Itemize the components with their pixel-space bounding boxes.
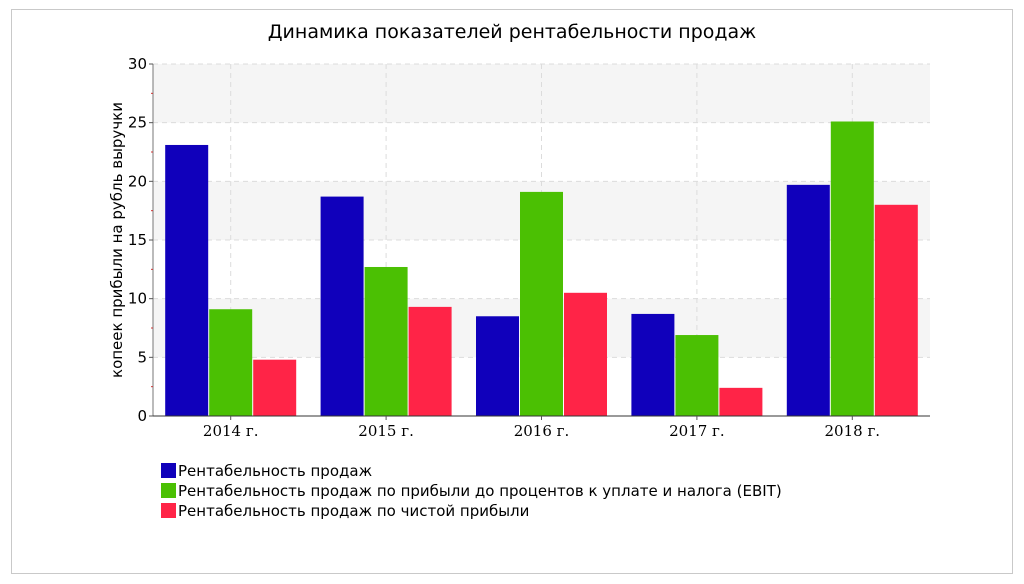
x-tick-label: 2018 г. <box>825 422 881 440</box>
bar-1-4 <box>631 313 675 416</box>
x-tick-label: 2015 г. <box>358 422 414 440</box>
bar-2-5 <box>830 121 874 416</box>
y-tick-label: 10 <box>128 290 147 308</box>
legend-swatch <box>161 463 176 478</box>
y-tick-label: 20 <box>128 172 147 190</box>
bar-3-1 <box>253 359 297 416</box>
y-tick-label: 0 <box>137 407 147 425</box>
bar-3-4 <box>719 387 763 416</box>
x-ticks: 2014 г. 2015 г. 2016 г. 2017 г. 2018 г. <box>203 416 880 440</box>
y-tick-label: 15 <box>128 231 147 249</box>
y-tick-label: 25 <box>128 114 147 132</box>
y-tick-label: 30 <box>128 55 147 73</box>
legend-label: Рентабельность продаж <box>178 462 372 480</box>
bar-1-2 <box>320 196 364 416</box>
bar-3-3 <box>564 292 607 416</box>
bar-2-3 <box>520 191 563 416</box>
bar-3-2 <box>408 306 452 416</box>
bar-2-1 <box>209 309 253 416</box>
bar-1-3 <box>476 316 519 416</box>
y-ticks: 0 5 10 15 20 25 30 <box>128 55 153 425</box>
x-tick-label: 2017 г. <box>669 422 725 440</box>
y-tick-label: 5 <box>137 348 147 366</box>
legend-label: Рентабельность продаж по чистой прибыли <box>178 502 529 520</box>
y-axis-label: копеек прибыли на рубль выручки <box>108 102 126 378</box>
legend-label: Рентабельность продаж по прибыли до проц… <box>178 482 782 500</box>
legend-swatch <box>161 483 176 498</box>
chart-title: Динамика показателей рентабельности прод… <box>268 21 757 43</box>
bar-2-2 <box>364 266 408 416</box>
bar-1-5 <box>786 184 830 416</box>
plot-band <box>153 122 930 182</box>
bars <box>165 121 918 416</box>
bar-2-4 <box>675 335 719 416</box>
bar-3-5 <box>874 204 918 416</box>
x-tick-label: 2016 г. <box>514 422 570 440</box>
legend: Рентабельность продаж Рентабельность прод… <box>161 462 782 520</box>
bar-1-1 <box>165 144 209 416</box>
x-tick-label: 2014 г. <box>203 422 259 440</box>
legend-swatch <box>161 503 176 518</box>
